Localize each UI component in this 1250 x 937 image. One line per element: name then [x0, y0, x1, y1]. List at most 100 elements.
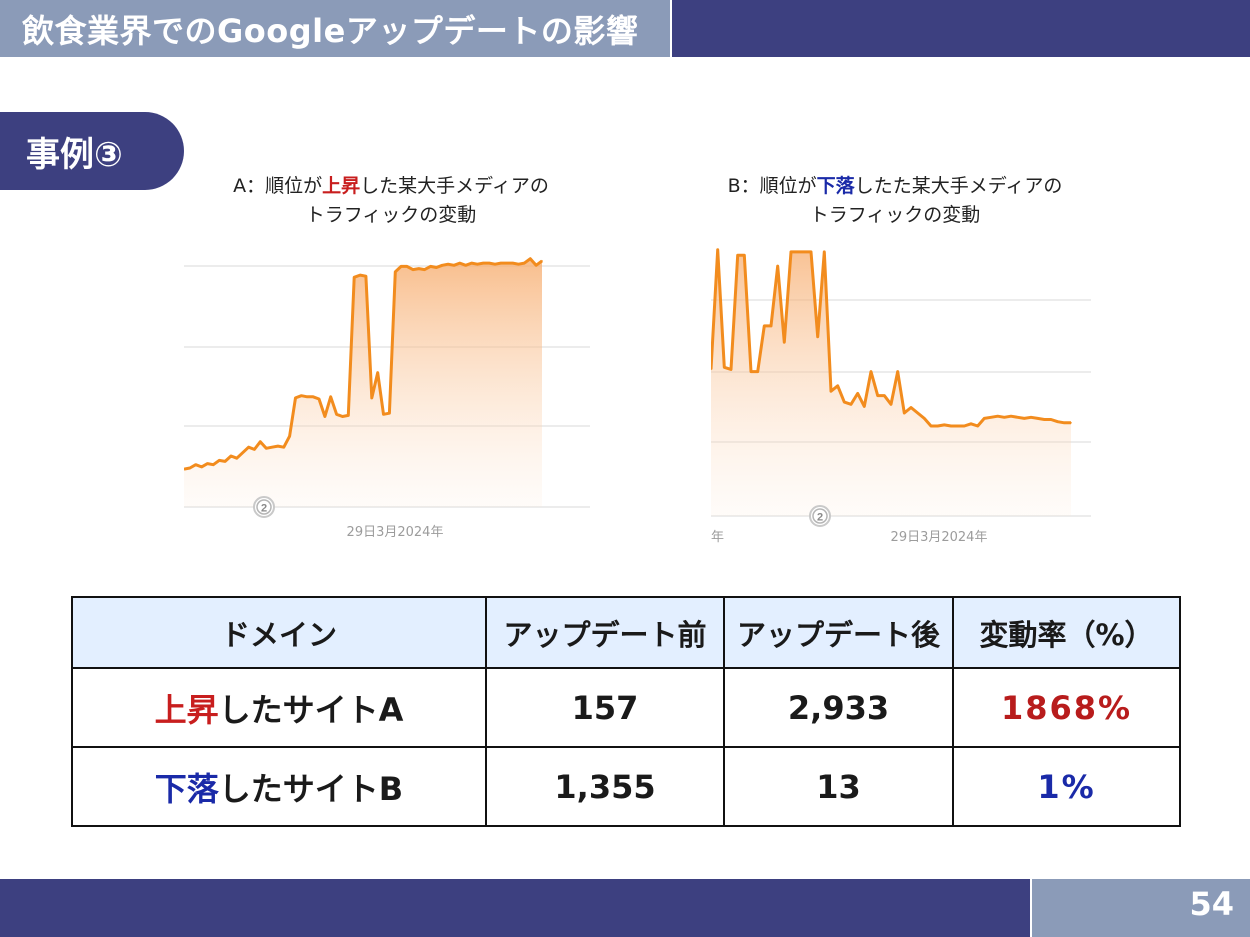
- chart-a-point: [265, 447, 267, 450]
- chart-b-point: [803, 251, 806, 253]
- chart-b-point: [723, 366, 726, 369]
- chart-b-caption-prefix: B：順位が: [727, 175, 817, 197]
- chart-a-point: [212, 463, 215, 466]
- chart-b-point: [763, 325, 766, 327]
- chart-a-caption-line2: トラフィックの変動: [305, 204, 477, 226]
- chart-a-point: [277, 445, 279, 447]
- chart-b-caption-line2: トラフィックの変動: [809, 204, 981, 226]
- domain-highlight: 下落: [154, 769, 219, 808]
- page-title: 飲食業界でのGoogleアップデートの影響: [22, 12, 639, 50]
- chart-a-point: [335, 413, 338, 416]
- chart-a-point: [318, 398, 320, 400]
- chart-b-caption-highlight: 下落: [816, 175, 855, 197]
- chart-a-point: [200, 466, 203, 468]
- chart-b-points: [711, 249, 1072, 427]
- chart-b-point: [923, 417, 926, 420]
- chart-a-point: [418, 267, 420, 270]
- chart-b-marker-label: 2: [817, 512, 823, 524]
- chart-b-point: [1063, 422, 1066, 424]
- chart-a-point: [247, 446, 250, 448]
- chart-a-area: [184, 258, 542, 507]
- chart-b-point: [823, 251, 826, 253]
- chart-b-area: [711, 249, 1071, 517]
- chart-b-point: [956, 425, 959, 427]
- chart-b-date-label: 29日3月2024年: [891, 530, 988, 545]
- chart-a-caption-suffix: した某大手メディアの: [360, 175, 549, 197]
- chart-a-line: [184, 257, 543, 471]
- chart-b-point: [850, 403, 852, 406]
- chart-a-point: [464, 264, 467, 267]
- chart-a-point: [288, 435, 291, 437]
- chart-b-point: [976, 425, 979, 427]
- chart-a-point: [206, 462, 209, 465]
- header-after: アップデート後: [723, 596, 954, 669]
- chart-b-point: [870, 370, 872, 373]
- chart-a-point: [329, 396, 332, 398]
- chart-b-point: [890, 403, 892, 406]
- before-cell: 157: [485, 667, 725, 748]
- chart-a-point: [312, 396, 314, 398]
- chart-a-point: [453, 264, 455, 267]
- chart-b-point: [750, 370, 752, 373]
- chart-b-point: [711, 368, 712, 371]
- chart-b-point: [876, 394, 879, 397]
- chart-a-point: [218, 459, 220, 462]
- chart-b-point: [1003, 416, 1006, 419]
- chart-a-point: [189, 467, 191, 469]
- chart-b-point: [1030, 416, 1032, 419]
- rate-cell: 1%: [952, 746, 1181, 827]
- chart-a-point: [511, 262, 514, 264]
- chart-b-point: [950, 425, 952, 427]
- chart-b-point: [776, 265, 779, 267]
- chart-b-point: [756, 370, 759, 373]
- chart-a-point: [382, 413, 385, 416]
- chart-b-point: [1010, 415, 1012, 417]
- chart-a-point: [230, 455, 232, 457]
- chart-a-point: [541, 260, 543, 262]
- domain-cell: 下落したサイトB: [71, 746, 487, 827]
- chart-a-point: [400, 265, 402, 268]
- chart-b-point: [1056, 420, 1059, 423]
- chart-a-point: [353, 276, 355, 279]
- chart-b-point: [730, 368, 732, 371]
- chart-a-point: [500, 262, 502, 264]
- chart-b-point: [990, 416, 992, 419]
- page-number: 54: [1189, 885, 1234, 923]
- chart-a-point: [236, 457, 238, 459]
- chart-b-point: [863, 405, 866, 408]
- header-accent-bar: [672, 0, 1250, 57]
- chart-b-point: [1023, 417, 1026, 420]
- table-row: 下落したサイトB 1,355 13 1%: [71, 746, 1181, 827]
- footer-accent: 54: [1032, 879, 1250, 937]
- chart-a-point: [488, 262, 491, 264]
- chart-b-point: [896, 370, 899, 373]
- domain-rest: したサイトB: [218, 769, 404, 808]
- chart-b-point: [916, 412, 919, 414]
- chart-a-point: [376, 371, 379, 374]
- chart-a-point: [423, 268, 426, 271]
- chart-a-point: [517, 263, 520, 265]
- chart-a-point: [184, 468, 185, 470]
- chart-b-caption: B：順位が下落したた某大手メディアの トラフィックの変動: [695, 172, 1095, 230]
- chart-a-point: [429, 265, 432, 268]
- chart-b-point: [910, 406, 912, 409]
- domain-cell: 上昇したサイトA: [71, 667, 487, 748]
- chart-a-point: [359, 274, 361, 276]
- chart-a-point: [271, 446, 273, 448]
- chart-b-point: [1070, 422, 1072, 424]
- after-cell: 13: [723, 746, 954, 827]
- chart-b-point: [1050, 418, 1052, 421]
- chart-a-marker: 2: [253, 496, 275, 518]
- header-rate: 変動率（%）: [952, 596, 1181, 669]
- chart-a-point: [506, 262, 508, 264]
- chart-a-point: [470, 262, 473, 264]
- chart-a-point: [294, 397, 297, 399]
- chart-a-point: [494, 263, 496, 265]
- chart-b-point: [1043, 418, 1046, 421]
- table-header-row: ドメイン アップデート前 アップデート後 変動率（%）: [71, 596, 1181, 669]
- chart-b-point: [963, 425, 966, 427]
- chart-b-point: [830, 390, 832, 392]
- chart-b-point: [743, 254, 746, 256]
- chart-b-point: [816, 336, 819, 338]
- chart-a-point: [406, 265, 408, 268]
